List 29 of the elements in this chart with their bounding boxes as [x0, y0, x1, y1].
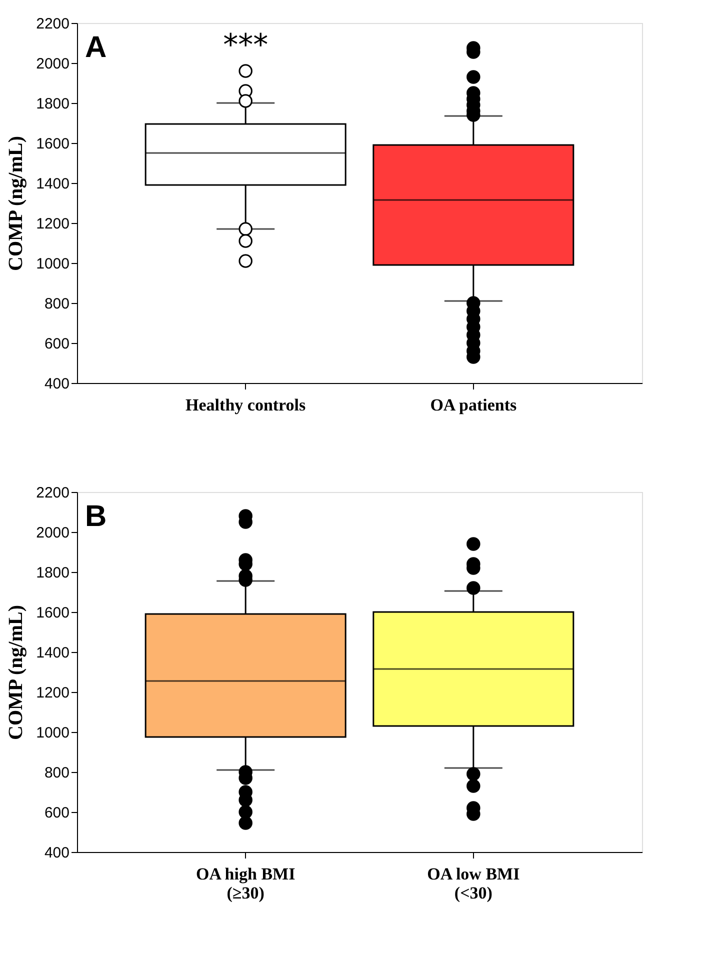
y-tick-label: 1400 — [36, 644, 70, 662]
annotation: A — [85, 31, 107, 64]
y-tick-label: 1600 — [36, 604, 70, 622]
y-tick-label: 2200 — [36, 484, 70, 502]
y-tick-label: 400 — [44, 376, 70, 392]
y-tick-label: 800 — [44, 296, 70, 312]
y-tick-label: 1200 — [36, 684, 70, 702]
x-tick-label: OA patients — [430, 396, 518, 414]
x-tick-label: OA low BMI (<30) — [427, 864, 520, 902]
annotation: B — [85, 500, 107, 533]
y-tick-label: 600 — [44, 336, 70, 352]
y-tick-label: 1200 — [36, 216, 70, 232]
y-tick-label: 1000 — [36, 256, 70, 272]
annotation: *** — [223, 28, 268, 63]
y-tick-label: 2200 — [36, 16, 70, 32]
y-tick-label: 400 — [44, 844, 70, 862]
y-tick-label: 1800 — [36, 564, 70, 582]
y-tick-label: 600 — [44, 804, 70, 822]
y-tick-label: 800 — [44, 764, 70, 782]
x-tick-label: OA high BMI (≥30) — [196, 864, 296, 902]
y-tick-label: 1600 — [36, 136, 70, 152]
y-tick-label: 1000 — [36, 724, 70, 742]
x-tick-label: Healthy controls — [186, 396, 306, 414]
y-tick-label: 2000 — [36, 524, 70, 542]
y-axis-title: COMP (ng/mL) — [5, 136, 28, 271]
y-tick-label: 1800 — [36, 96, 70, 112]
y-tick-label: 1400 — [36, 176, 70, 192]
y-axis-title: COMP (ng/mL) — [5, 605, 28, 740]
y-tick-label: 2000 — [36, 56, 70, 72]
